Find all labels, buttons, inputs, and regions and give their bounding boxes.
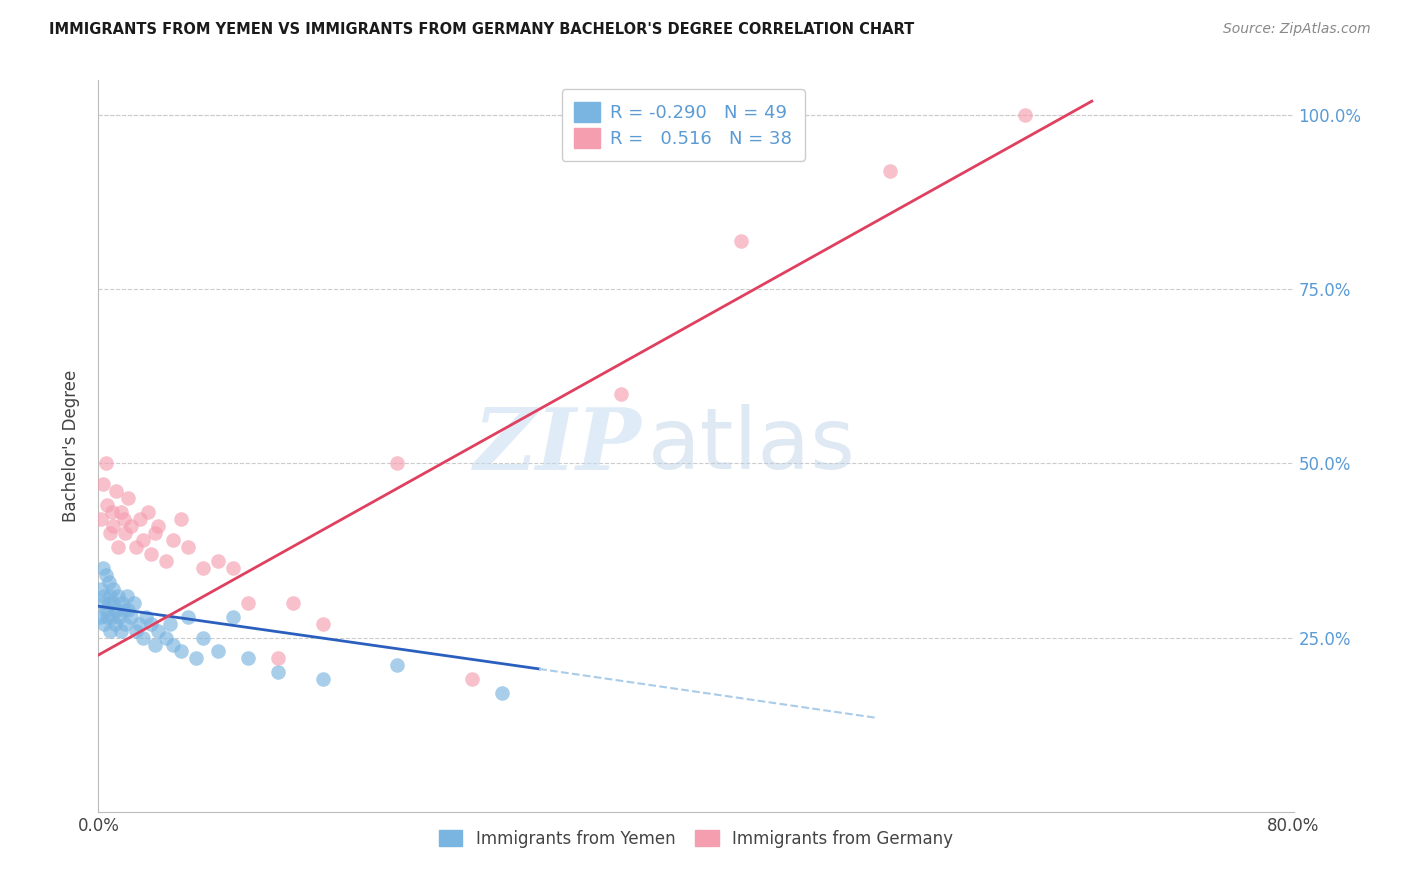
Point bbox=[111, 596, 134, 610]
Text: IMMIGRANTS FROM YEMEN VS IMMIGRANTS FROM GERMANY BACHELOR'S DEGREE CORRELATION C: IMMIGRANTS FROM YEMEN VS IMMIGRANTS FROM… bbox=[49, 22, 914, 37]
Point bbox=[107, 589, 129, 603]
Point bbox=[162, 638, 184, 652]
Point bbox=[94, 457, 117, 471]
Point bbox=[94, 603, 117, 617]
Point bbox=[97, 574, 120, 589]
Point bbox=[281, 596, 304, 610]
Point bbox=[169, 644, 191, 658]
Point bbox=[169, 512, 191, 526]
Point bbox=[267, 651, 290, 665]
Point bbox=[105, 603, 128, 617]
Point bbox=[191, 561, 214, 575]
Point bbox=[128, 616, 150, 631]
Point bbox=[114, 616, 136, 631]
Point bbox=[90, 512, 112, 526]
Point bbox=[385, 658, 409, 673]
Point bbox=[124, 596, 146, 610]
Point bbox=[177, 609, 200, 624]
Point bbox=[90, 582, 112, 596]
Point bbox=[98, 526, 122, 541]
Point bbox=[91, 561, 114, 575]
Point bbox=[112, 512, 135, 526]
Point bbox=[222, 561, 245, 575]
Text: ZIP: ZIP bbox=[474, 404, 643, 488]
Point bbox=[1014, 108, 1036, 122]
Point bbox=[207, 554, 229, 568]
Point bbox=[236, 651, 259, 665]
Point bbox=[103, 596, 125, 610]
Point bbox=[143, 638, 166, 652]
Point bbox=[89, 609, 111, 624]
Point bbox=[93, 589, 115, 603]
Point bbox=[159, 616, 181, 631]
Point bbox=[139, 616, 162, 631]
Point bbox=[191, 631, 214, 645]
Point bbox=[155, 631, 177, 645]
Point bbox=[97, 596, 120, 610]
Point bbox=[139, 547, 162, 561]
Point bbox=[132, 631, 155, 645]
Point bbox=[610, 386, 633, 401]
Y-axis label: Bachelor's Degree: Bachelor's Degree bbox=[62, 370, 80, 522]
Point bbox=[148, 624, 170, 638]
Point bbox=[91, 596, 114, 610]
Point bbox=[96, 498, 118, 512]
Point bbox=[135, 609, 157, 624]
Point bbox=[491, 686, 513, 700]
Point bbox=[117, 491, 139, 506]
Point bbox=[132, 533, 155, 547]
Point bbox=[385, 457, 409, 471]
Point bbox=[91, 477, 114, 491]
Point bbox=[120, 609, 142, 624]
Point bbox=[115, 589, 138, 603]
Text: Source: ZipAtlas.com: Source: ZipAtlas.com bbox=[1223, 22, 1371, 37]
Point bbox=[311, 616, 333, 631]
Text: atlas: atlas bbox=[648, 404, 856, 488]
Point bbox=[117, 603, 139, 617]
Point bbox=[93, 616, 115, 631]
Point bbox=[98, 589, 122, 603]
Point bbox=[114, 526, 136, 541]
Point bbox=[222, 609, 245, 624]
Point bbox=[136, 505, 159, 519]
Point bbox=[110, 624, 132, 638]
Point bbox=[98, 624, 122, 638]
Point bbox=[177, 540, 200, 554]
Point bbox=[112, 603, 135, 617]
Point bbox=[105, 484, 128, 499]
Point bbox=[101, 505, 124, 519]
Point bbox=[184, 651, 207, 665]
Point bbox=[110, 505, 132, 519]
Point bbox=[236, 596, 259, 610]
Point bbox=[108, 609, 131, 624]
Point bbox=[148, 519, 170, 533]
Point bbox=[207, 644, 229, 658]
Point bbox=[107, 540, 129, 554]
Point bbox=[120, 519, 142, 533]
Point bbox=[267, 665, 290, 680]
Point bbox=[103, 582, 125, 596]
Point bbox=[311, 673, 333, 687]
Point bbox=[101, 609, 124, 624]
Point bbox=[103, 519, 125, 533]
Point bbox=[162, 533, 184, 547]
Point bbox=[96, 609, 118, 624]
Point bbox=[125, 540, 148, 554]
Point bbox=[104, 616, 127, 631]
Point bbox=[143, 526, 166, 541]
Legend: Immigrants from Yemen, Immigrants from Germany: Immigrants from Yemen, Immigrants from G… bbox=[432, 823, 960, 855]
Point bbox=[155, 554, 177, 568]
Point bbox=[129, 512, 152, 526]
Point bbox=[879, 164, 901, 178]
Point bbox=[730, 234, 752, 248]
Point bbox=[94, 567, 117, 582]
Point bbox=[125, 624, 148, 638]
Point bbox=[461, 673, 484, 687]
